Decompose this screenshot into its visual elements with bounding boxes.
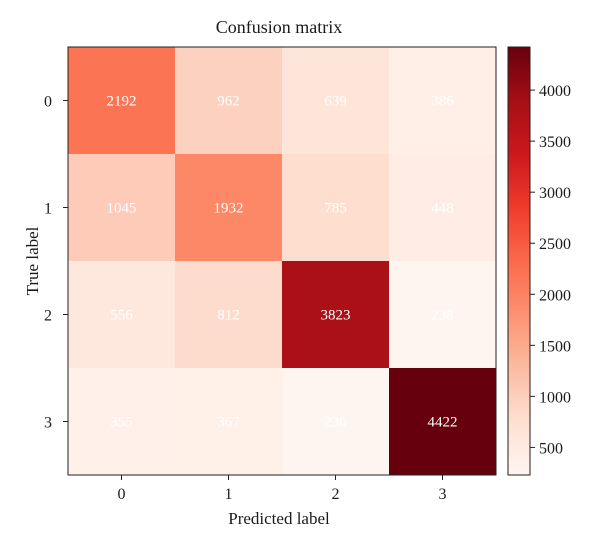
heatmap-cell (175, 368, 283, 476)
cell-value-label: 2192 (107, 94, 137, 110)
chart-title: Confusion matrix (216, 17, 343, 37)
cell-value-label: 4422 (428, 415, 458, 431)
colorbar-tick-label: 1500 (539, 338, 571, 355)
cell-value-label: 230 (324, 415, 347, 431)
heatmap-cell (389, 154, 497, 262)
x-tick-label: 1 (225, 486, 233, 503)
heatmap-cell (282, 368, 390, 476)
heatmap-cell (68, 47, 176, 155)
heatmap-cell (175, 47, 283, 155)
heatmap-cell (68, 261, 176, 369)
heatmap-cell (175, 154, 283, 262)
colorbar (507, 46, 531, 476)
colorbar-tick-label: 2000 (539, 287, 571, 304)
y-tick-label: 0 (44, 94, 52, 111)
heatmap-cell (282, 261, 390, 369)
heatmap-cell (389, 261, 497, 369)
cell-value-label: 238 (431, 308, 454, 324)
colorbar-tick-label: 3500 (539, 134, 571, 151)
heatmap-cell (282, 47, 390, 155)
heatmap-cell (389, 47, 497, 155)
plot-frame (67, 46, 497, 476)
x-tick-label: 3 (439, 486, 447, 503)
cell-value-label: 812 (217, 308, 240, 324)
x-axis-label: Predicted label (228, 509, 330, 528)
x-axis-ticks: 0 1 2 3 (118, 475, 447, 503)
colorbar-tick-label: 4000 (539, 83, 571, 100)
y-axis-ticks: 0 1 2 3 (44, 94, 68, 432)
cell-value-label: 556 (110, 308, 133, 324)
heatmap-cell (175, 261, 283, 369)
colorbar-ticks: 500 1000 1500 2000 2500 3000 3500 4000 (530, 83, 571, 457)
heatmap-cell (282, 154, 390, 262)
cell-value-label: 639 (324, 94, 347, 110)
x-tick-label: 2 (332, 486, 340, 503)
cell-value-label: 386 (431, 94, 454, 110)
y-tick-label: 2 (44, 308, 52, 325)
cell-value-label: 355 (110, 415, 133, 431)
heatmap-cell (68, 368, 176, 476)
cell-value-label: 3823 (321, 308, 351, 324)
colorbar-tick-label: 3000 (539, 185, 571, 202)
y-axis-label: True label (23, 226, 42, 295)
cell-value-label: 785 (324, 201, 347, 217)
x-tick-label: 0 (118, 486, 126, 503)
y-tick-label: 3 (44, 415, 52, 432)
heatmap-cell (68, 154, 176, 262)
colorbar-tick-label: 2500 (539, 236, 571, 253)
cell-value-label: 1045 (107, 201, 137, 217)
heatmap-cell (389, 368, 497, 476)
cell-value-label: 367 (217, 415, 240, 431)
colorbar-tick-label: 1000 (539, 389, 571, 406)
y-tick-label: 1 (44, 201, 52, 218)
cell-value-label: 1932 (214, 201, 244, 217)
cell-value-label: 962 (217, 94, 240, 110)
cell-value-label: 448 (431, 201, 454, 217)
colorbar-tick-label: 500 (539, 440, 563, 457)
heatmap-cells: 2192 962 639 386 1045 1932 785 448 556 812 3823 238… (68, 47, 497, 476)
